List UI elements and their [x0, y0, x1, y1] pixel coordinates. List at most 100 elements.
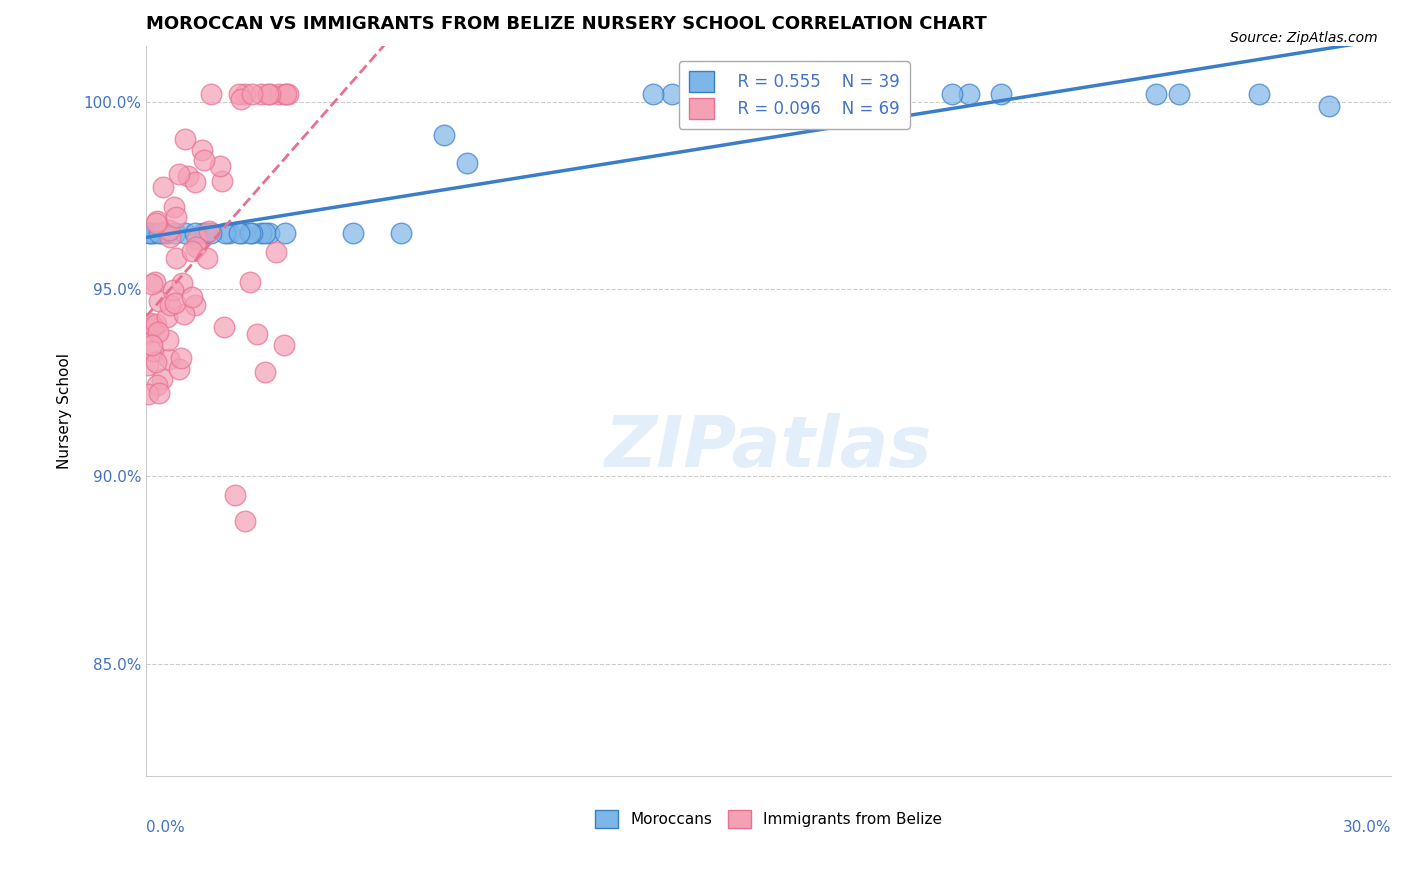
- Point: [200, 87, 222, 102]
- Point: [145, 377, 167, 392]
- Point: [193, 153, 215, 167]
- Point: [235, 87, 257, 102]
- Point: [150, 226, 173, 240]
- Point: [170, 351, 193, 365]
- Point: [257, 87, 280, 102]
- Point: [250, 87, 273, 102]
- Point: [186, 231, 208, 245]
- Point: [218, 226, 240, 240]
- Point: [253, 226, 276, 240]
- Point: [167, 167, 190, 181]
- Point: [170, 276, 193, 290]
- Point: [153, 226, 176, 240]
- Point: [1247, 87, 1270, 102]
- Point: [212, 319, 235, 334]
- Point: [253, 365, 276, 379]
- Point: [181, 290, 204, 304]
- Point: [240, 87, 263, 102]
- Point: [184, 298, 207, 312]
- Point: [139, 226, 162, 240]
- Point: [277, 87, 299, 102]
- Point: [274, 226, 297, 240]
- Text: 0.0%: 0.0%: [146, 820, 186, 835]
- Point: [228, 87, 250, 102]
- Point: [139, 226, 162, 240]
- Point: [142, 226, 165, 240]
- Point: [200, 226, 222, 240]
- Text: ZIPatlas: ZIPatlas: [605, 413, 932, 482]
- Point: [184, 175, 207, 189]
- Point: [208, 160, 231, 174]
- Point: [184, 240, 207, 254]
- Point: [156, 333, 179, 347]
- Point: [139, 317, 162, 331]
- Point: [249, 226, 271, 240]
- Point: [433, 128, 456, 142]
- Point: [990, 87, 1012, 102]
- Point: [136, 326, 159, 340]
- Point: [229, 92, 252, 106]
- Point: [181, 244, 204, 258]
- Point: [240, 226, 263, 240]
- Point: [862, 87, 884, 102]
- Point: [174, 131, 197, 145]
- Point: [156, 310, 179, 324]
- Point: [145, 216, 167, 230]
- Point: [257, 226, 280, 240]
- Point: [224, 488, 246, 502]
- Point: [143, 275, 166, 289]
- Point: [138, 387, 160, 401]
- Point: [195, 251, 218, 265]
- Point: [198, 224, 221, 238]
- Point: [228, 226, 250, 240]
- Point: [145, 317, 167, 331]
- Point: [148, 226, 170, 240]
- Point: [389, 226, 412, 240]
- Point: [162, 200, 184, 214]
- Point: [246, 327, 269, 342]
- Point: [853, 87, 876, 102]
- Point: [156, 226, 179, 240]
- Point: [163, 226, 186, 240]
- Point: [264, 244, 287, 259]
- Text: Source: ZipAtlas.com: Source: ZipAtlas.com: [1230, 31, 1378, 45]
- Y-axis label: Nursery School: Nursery School: [58, 353, 72, 469]
- Point: [183, 226, 205, 240]
- Point: [152, 180, 174, 194]
- Point: [273, 87, 295, 102]
- Point: [148, 325, 170, 339]
- Point: [342, 226, 364, 240]
- Text: MOROCCAN VS IMMIGRANTS FROM BELIZE NURSERY SCHOOL CORRELATION CHART: MOROCCAN VS IMMIGRANTS FROM BELIZE NURSE…: [146, 15, 987, 33]
- Point: [159, 298, 181, 312]
- Point: [273, 338, 295, 352]
- Point: [157, 223, 180, 237]
- Point: [661, 87, 683, 102]
- Point: [141, 277, 163, 291]
- Point: [267, 87, 290, 102]
- Point: [1167, 87, 1189, 102]
- Point: [233, 515, 256, 529]
- Legend:   R = 0.555    N = 39,   R = 0.096    N = 69: R = 0.555 N = 39, R = 0.096 N = 69: [679, 62, 910, 128]
- Point: [165, 251, 187, 265]
- Text: 30.0%: 30.0%: [1343, 820, 1391, 835]
- Point: [231, 226, 253, 240]
- Point: [239, 226, 262, 240]
- Point: [162, 283, 184, 297]
- Point: [142, 344, 165, 359]
- Point: [141, 338, 163, 352]
- Point: [239, 275, 262, 289]
- Point: [159, 230, 181, 244]
- Point: [165, 211, 187, 225]
- Point: [157, 352, 180, 367]
- Point: [775, 87, 797, 102]
- Point: [194, 226, 217, 240]
- Point: [957, 87, 980, 102]
- Point: [150, 372, 173, 386]
- Point: [274, 87, 297, 102]
- Point: [941, 87, 963, 102]
- Point: [145, 355, 167, 369]
- Point: [214, 226, 236, 240]
- Point: [211, 174, 233, 188]
- Point: [174, 226, 197, 240]
- Point: [259, 87, 281, 102]
